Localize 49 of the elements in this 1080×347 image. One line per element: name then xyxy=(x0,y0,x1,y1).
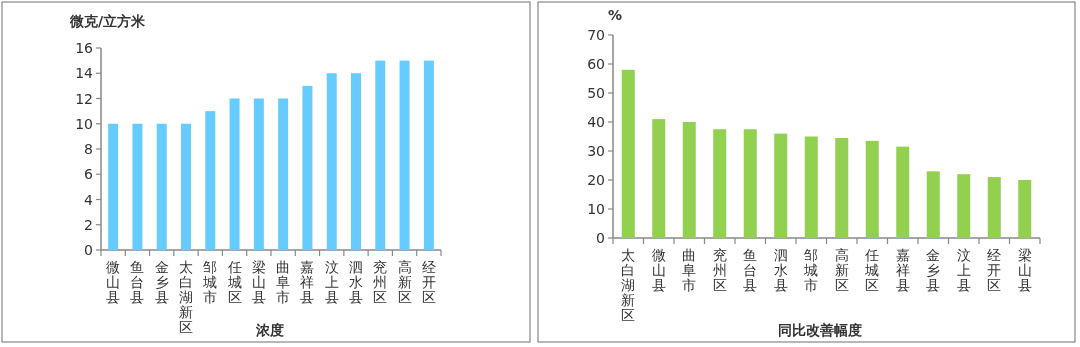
x-axis-title: 浓度 xyxy=(255,322,284,338)
x-axis-title: 同比改善幅度 xyxy=(778,322,862,338)
x-tick-label: 汶上县 xyxy=(324,259,339,305)
y-tick-label: 0 xyxy=(596,230,605,246)
y-tick-label: 6 xyxy=(84,166,94,183)
y-tick-label: 2 xyxy=(84,216,93,233)
y-tick-label: 12 xyxy=(75,90,93,107)
x-tick-label: 梁山县 xyxy=(1017,247,1032,293)
x-tick-label: 经开区 xyxy=(987,247,1002,293)
x-tick-label: 高新区 xyxy=(834,247,849,293)
x-tick-label: 高新区 xyxy=(397,259,412,305)
y-tick-label: 0 xyxy=(84,242,93,258)
x-tick-label: 太白湖新区 xyxy=(179,259,193,335)
x-tick-label: 兖州区 xyxy=(712,247,727,293)
x-tick-label: 邹城市 xyxy=(803,247,819,293)
y-tick-label: 10 xyxy=(75,115,93,132)
x-tick-label: 任城区 xyxy=(226,259,242,305)
x-tick-label: 太白湖新区 xyxy=(621,247,636,323)
y-axis-title: 微克/立方米 xyxy=(69,13,147,29)
y-axis-title: % xyxy=(608,7,623,23)
y-tick-label: 60 xyxy=(587,56,605,72)
x-tick-label: 邹城市 xyxy=(202,259,218,305)
x-tick-label: 鱼台县 xyxy=(130,259,145,305)
x-tick-label: 汶上县 xyxy=(956,247,971,293)
y-tick-label: 70 xyxy=(587,27,605,43)
y-tick-label: 30 xyxy=(587,143,605,159)
y-tick-label: 8 xyxy=(84,141,93,157)
x-tick-label: 金乡县 xyxy=(154,259,169,305)
y-tick-label: 20 xyxy=(587,172,605,188)
x-tick-label: 曲阜市 xyxy=(276,259,291,305)
y-tick-label: 10 xyxy=(587,201,605,217)
y-tick-label: 14 xyxy=(75,65,94,82)
x-tick-label: 泗水县 xyxy=(773,247,788,293)
y-tick-label: 50 xyxy=(587,85,605,101)
x-tick-label: 经开区 xyxy=(421,259,436,305)
x-tick-label: 梁山县 xyxy=(251,259,266,305)
y-tick-label: 4 xyxy=(84,191,94,208)
x-tick-label: 微山县 xyxy=(106,259,121,305)
y-tick-label: 16 xyxy=(75,40,94,56)
x-tick-label: 泗水县 xyxy=(349,259,363,305)
x-tick-label: 微山县 xyxy=(651,247,666,293)
y-tick-label: 40 xyxy=(587,114,605,130)
x-tick-label: 兖州区 xyxy=(373,259,388,305)
x-tick-label: 曲阜市 xyxy=(682,247,697,293)
x-tick-label: 嘉祥县 xyxy=(300,259,315,305)
x-tick-label: 嘉祥县 xyxy=(895,247,910,293)
x-tick-label: 任城区 xyxy=(864,247,880,293)
x-tick-label: 金乡县 xyxy=(926,247,941,293)
x-tick-label: 鱼台县 xyxy=(743,247,758,293)
